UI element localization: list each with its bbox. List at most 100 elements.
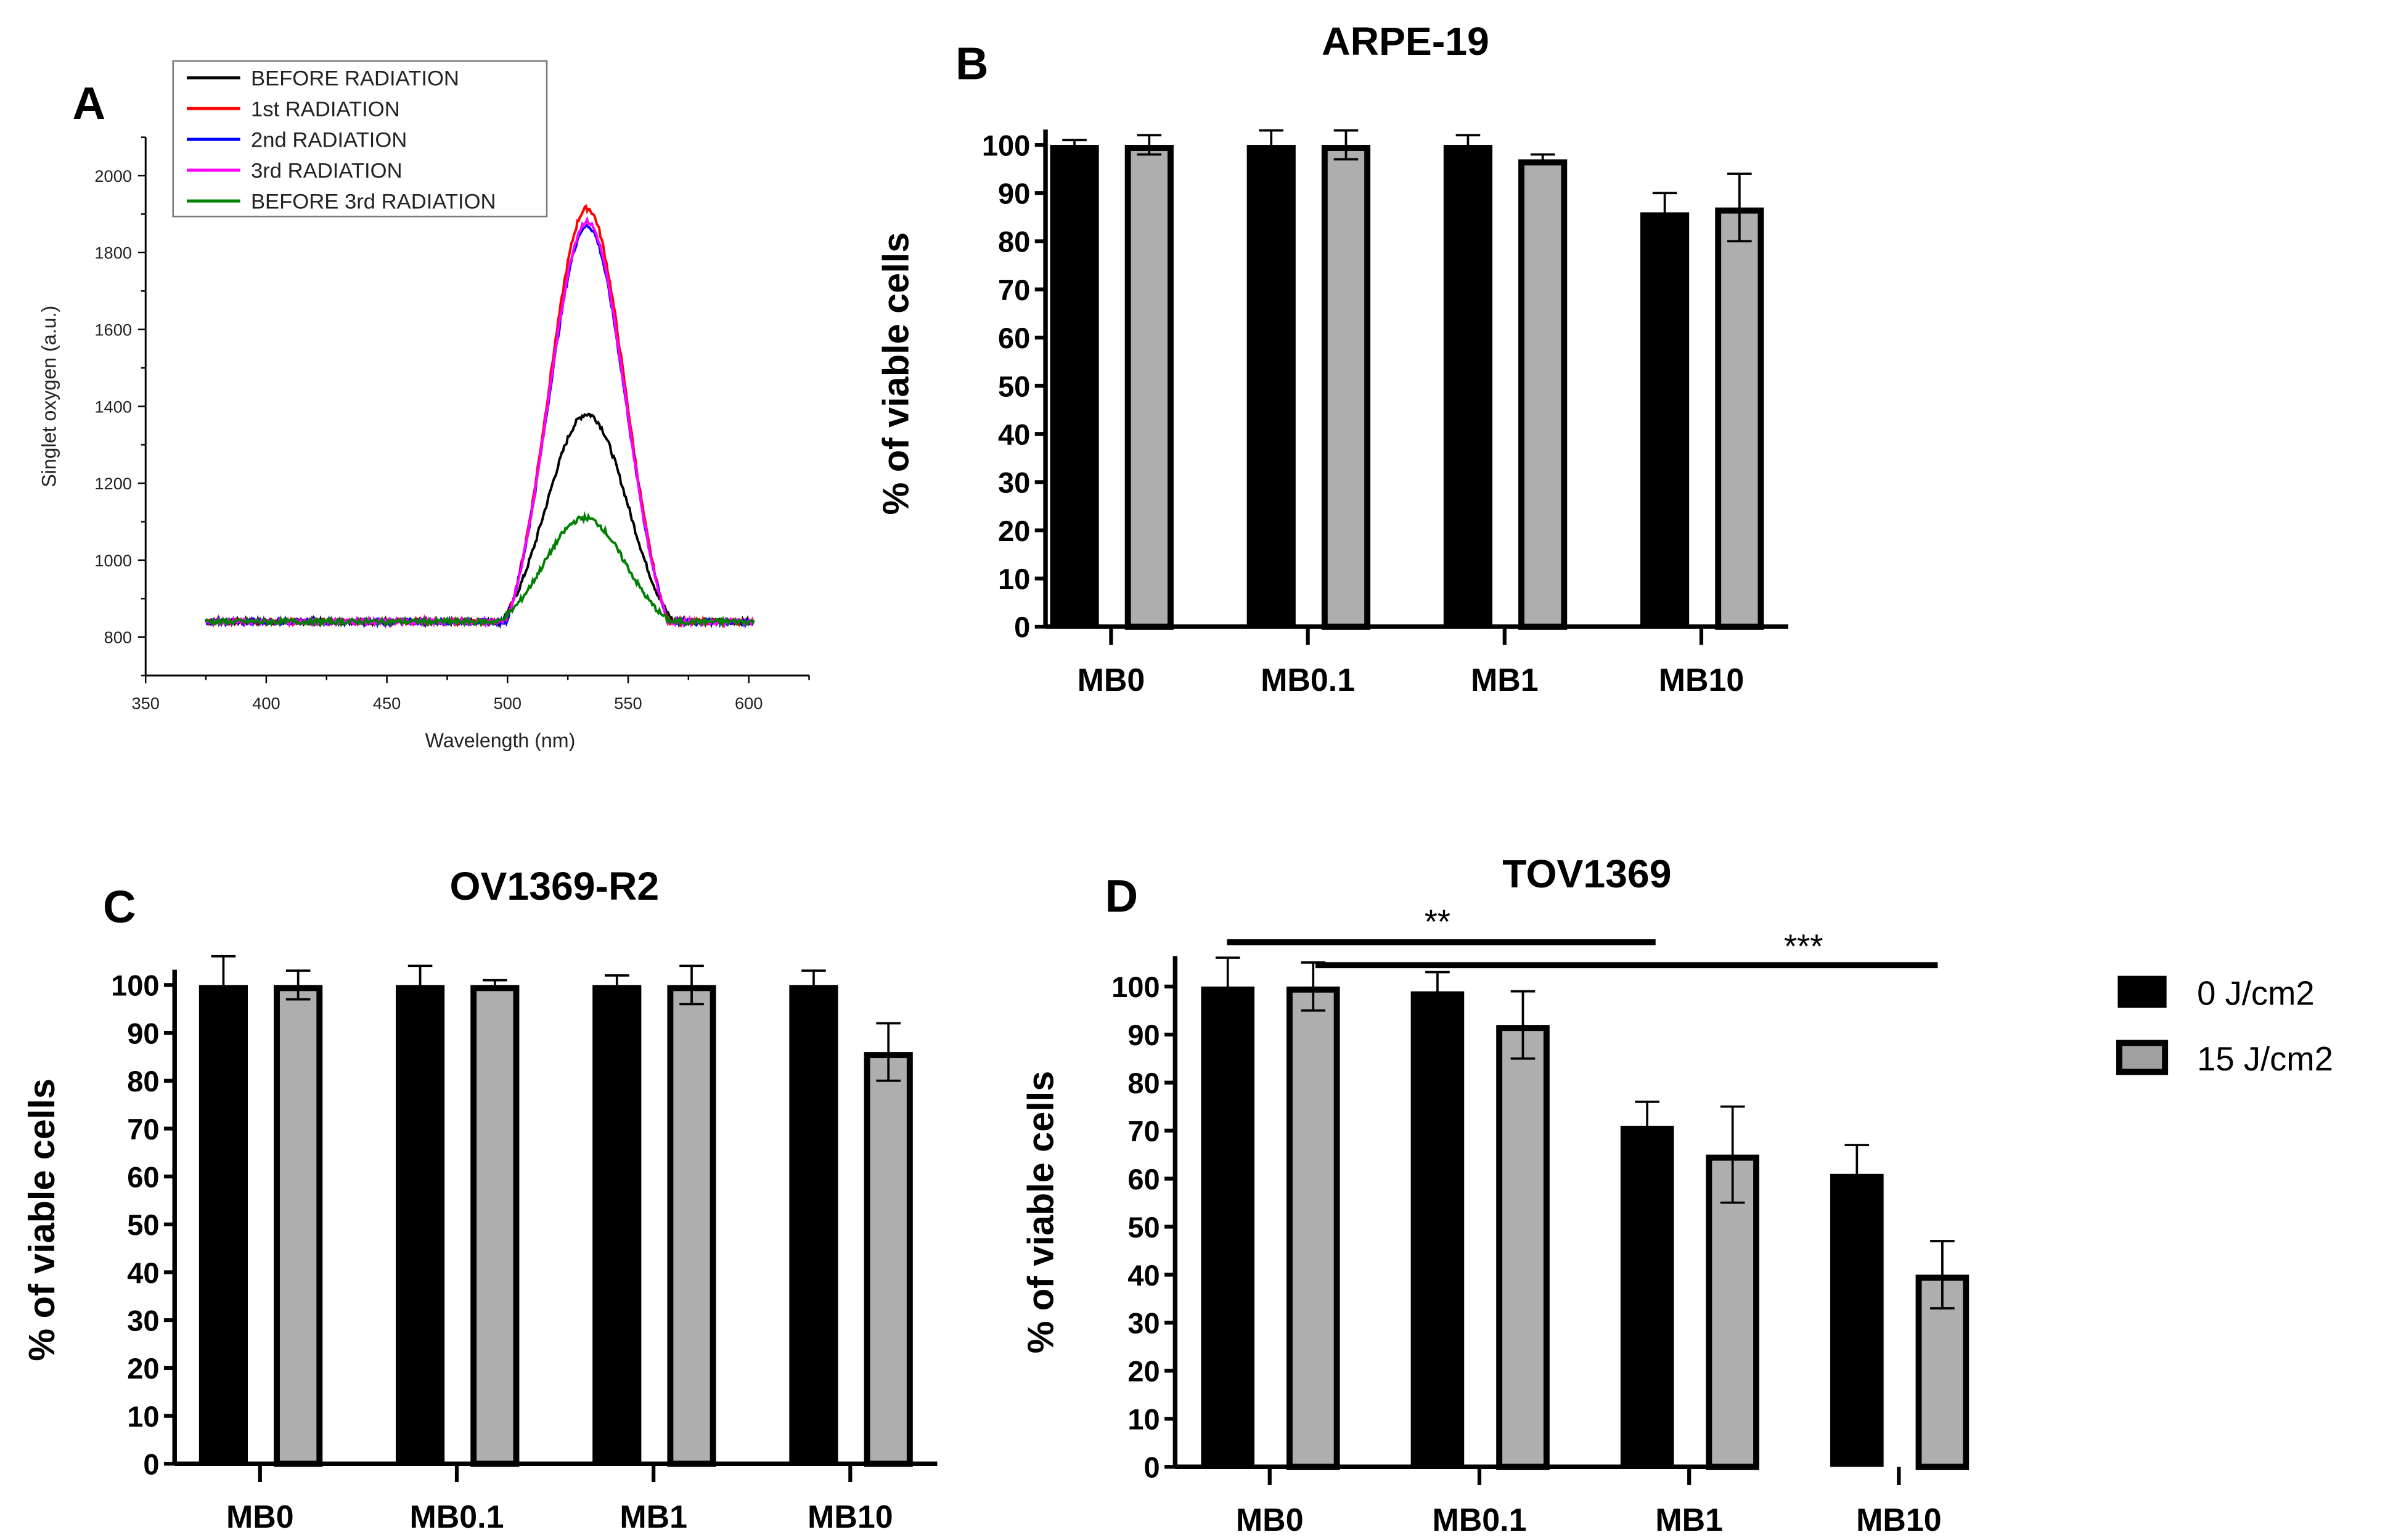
x-tick-label: MB0 bbox=[1078, 662, 1145, 698]
panel-label-c: C bbox=[103, 881, 136, 932]
panel-a-spectrum-chart: A 350 400 450 500 550 600 800 1000 1200 1400 1600 1… bbox=[38, 60, 810, 751]
significance-stars: ** bbox=[1425, 903, 1450, 940]
y-tick-label: 10 bbox=[1127, 1403, 1160, 1436]
y-tick-label: 1800 bbox=[94, 243, 132, 263]
y-tick-label: 30 bbox=[1127, 1307, 1160, 1340]
y-axis-label: % of viable cells bbox=[1020, 1071, 1061, 1354]
y-tick-label: 40 bbox=[127, 1257, 159, 1289]
y-tick-label: 2000 bbox=[94, 166, 132, 185]
legend: BEFORE RADIATION 1st RADIATION 2nd RADIATI… bbox=[172, 60, 548, 218]
x-tick-label: MB0 bbox=[1236, 1502, 1304, 1538]
bar-0j bbox=[789, 985, 838, 1464]
x-tick-label: MB0.1 bbox=[1261, 662, 1355, 698]
legend-swatch-0j bbox=[2117, 976, 2167, 1008]
y-tick-label: 1200 bbox=[94, 474, 132, 493]
bar-0j bbox=[1246, 145, 1296, 627]
series-line bbox=[205, 412, 755, 629]
series-line bbox=[205, 222, 755, 630]
x-tick-label: 500 bbox=[494, 694, 522, 713]
y-tick-label: 70 bbox=[1127, 1115, 1160, 1147]
x-axis-label: Wavelength (nm) bbox=[425, 729, 576, 751]
y-tick-label: 20 bbox=[998, 515, 1030, 547]
series-line bbox=[205, 511, 755, 629]
x-tick-label: 550 bbox=[614, 694, 642, 713]
panel-b-arpe19-chart: B ARPE-19 0 10 20 30 40 50 60 70 80 90 100 % of via… bbox=[875, 19, 1789, 698]
y-tick-label: 100 bbox=[982, 129, 1030, 161]
y-tick-label: 100 bbox=[111, 969, 159, 1002]
x-tick-label: 400 bbox=[252, 694, 280, 713]
y-tick-label: 1400 bbox=[94, 397, 132, 416]
y-tick-label: 0 bbox=[143, 1448, 159, 1481]
y-tick-label: 50 bbox=[998, 370, 1030, 402]
y-tick-label: 50 bbox=[127, 1208, 159, 1241]
bar-0j bbox=[1640, 212, 1690, 627]
bar-0j bbox=[1830, 1173, 1884, 1467]
bar-15j bbox=[1715, 207, 1764, 630]
x-tick-label: MB1 bbox=[620, 1499, 687, 1535]
x-tick-label: 600 bbox=[735, 694, 763, 713]
legend-label: 2nd RADIATION bbox=[251, 129, 407, 152]
y-axis-label: Singlet oxygen (a.u.) bbox=[38, 306, 60, 487]
series-line bbox=[205, 216, 755, 629]
y-tick-label: 30 bbox=[127, 1305, 159, 1337]
y-tick-label: 70 bbox=[127, 1113, 159, 1146]
y-tick-label: 100 bbox=[1111, 971, 1160, 1003]
bar-15j bbox=[274, 985, 323, 1467]
chart-title: OV1369-R2 bbox=[449, 864, 659, 908]
legend-label: 0 J/cm2 bbox=[2197, 975, 2315, 1012]
y-tick-label: 20 bbox=[127, 1352, 159, 1385]
series-line bbox=[205, 204, 755, 629]
bar-15j bbox=[1518, 159, 1568, 630]
panel-label-b: B bbox=[955, 38, 989, 89]
y-tick-label: 80 bbox=[127, 1065, 159, 1098]
bar-0j bbox=[1201, 986, 1255, 1467]
legend-swatch-15j bbox=[2116, 1040, 2169, 1075]
bar-0j bbox=[1620, 1125, 1674, 1467]
y-tick-label: 70 bbox=[998, 274, 1030, 306]
bar-15j bbox=[667, 985, 716, 1467]
panel-label-a: A bbox=[72, 78, 105, 129]
bar-0j bbox=[1410, 991, 1465, 1467]
y-tick-label: 800 bbox=[104, 628, 132, 647]
legend-label: 15 J/cm2 bbox=[2197, 1040, 2333, 1078]
y-tick-label: 60 bbox=[127, 1160, 159, 1193]
chart-title: ARPE-19 bbox=[1322, 19, 1489, 63]
y-tick-label: 80 bbox=[998, 226, 1030, 258]
bar-0j bbox=[1443, 145, 1493, 627]
y-tick-label: 90 bbox=[998, 177, 1030, 210]
bar-15j bbox=[470, 985, 520, 1467]
y-tick-label: 80 bbox=[1127, 1067, 1160, 1099]
y-tick-label: 30 bbox=[998, 466, 1030, 499]
x-tick-label: MB1 bbox=[1471, 662, 1539, 698]
y-tick-label: 10 bbox=[998, 563, 1030, 595]
bar-15j bbox=[1496, 1025, 1550, 1470]
y-axis-label: % of viable cells bbox=[21, 1078, 62, 1361]
bar-15j bbox=[1321, 145, 1371, 630]
bar-15j bbox=[1706, 1154, 1760, 1470]
y-tick-label: 1000 bbox=[94, 551, 132, 570]
y-tick-label: 0 bbox=[1014, 611, 1030, 643]
x-tick-label: MB0.1 bbox=[1432, 1502, 1526, 1538]
x-tick-label: 450 bbox=[373, 694, 401, 713]
legend-label: BEFORE 3rd RADIATION bbox=[251, 190, 496, 213]
legend-label: 3rd RADIATION bbox=[251, 159, 403, 182]
y-tick-label: 10 bbox=[127, 1400, 159, 1433]
y-tick-label: 90 bbox=[1127, 1019, 1160, 1051]
y-tick-label: 90 bbox=[127, 1017, 159, 1049]
significance-stars: *** bbox=[1784, 927, 1823, 965]
bar-0j bbox=[592, 985, 642, 1464]
chart-title: TOV1369 bbox=[1502, 852, 1671, 896]
bar-legend: 0 J/cm2 15 J/cm2 bbox=[2116, 975, 2333, 1078]
bar-0j bbox=[198, 985, 248, 1464]
y-tick-label: 20 bbox=[1127, 1355, 1160, 1388]
x-tick-label: MB1 bbox=[1655, 1502, 1723, 1538]
panel-d-tov1369-chart: D TOV1369 0 10 20 30 40 50 60 70 80 90 100 % of via… bbox=[1020, 852, 1970, 1538]
x-tick-label: 350 bbox=[132, 694, 160, 713]
panel-c-ov1369r2-chart: C OV1369-R2 0 10 20 30 40 50 60 70 80 90 100 % of v… bbox=[21, 864, 938, 1535]
x-tick-label: MB0.1 bbox=[409, 1499, 504, 1535]
bar-15j bbox=[1286, 986, 1340, 1470]
bar-15j bbox=[864, 1052, 913, 1467]
y-tick-label: 0 bbox=[1143, 1451, 1160, 1484]
bar-0j bbox=[396, 985, 445, 1464]
